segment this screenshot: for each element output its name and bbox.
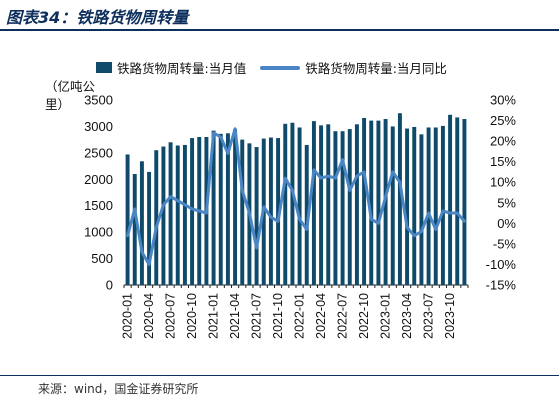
bar-2021-11 bbox=[283, 123, 288, 285]
y-left-tick-label: 500 bbox=[91, 251, 113, 266]
bar-2020-06 bbox=[161, 146, 166, 285]
bar-2020-09 bbox=[182, 144, 187, 285]
title-divider bbox=[0, 29, 559, 31]
y-right-tick-label: 5% bbox=[497, 195, 516, 210]
bar-2021-10 bbox=[276, 138, 281, 285]
y-left-tick-label: 3000 bbox=[84, 119, 113, 134]
bar-2022-07 bbox=[340, 131, 345, 285]
y-left-tick-label: 2500 bbox=[84, 145, 113, 160]
bar-series bbox=[125, 113, 467, 286]
bar-2021-02 bbox=[218, 133, 223, 285]
bar-2022-04 bbox=[319, 125, 324, 286]
y-right-tick-label: 30% bbox=[490, 93, 516, 108]
bar-2022-06 bbox=[333, 131, 338, 285]
yoy-line bbox=[126, 127, 466, 266]
bar-2021-01 bbox=[211, 130, 216, 285]
bar-2022-01 bbox=[297, 127, 302, 286]
legend-swatch-line bbox=[260, 65, 301, 70]
legend-label-bar: 铁路货物周转量:当月值 bbox=[117, 61, 247, 76]
bar-2020-03 bbox=[139, 161, 144, 285]
bar-2023-07 bbox=[426, 127, 431, 286]
bar-2023-08 bbox=[433, 127, 438, 286]
x-tick-label: 2022-10 bbox=[357, 293, 371, 339]
x-tick-label: 2021-07 bbox=[250, 293, 264, 339]
x-tick-label: 2020-07 bbox=[164, 293, 178, 339]
y-right-tick-label: 25% bbox=[490, 113, 516, 128]
x-tick-label: 2022-01 bbox=[293, 293, 307, 339]
x-tick-label: 2020-04 bbox=[142, 293, 156, 339]
y-left-tick-label: 3500 bbox=[84, 93, 113, 108]
bar-2023-06 bbox=[419, 134, 424, 285]
x-tick-label: 2021-04 bbox=[228, 293, 242, 339]
bar-2023-03 bbox=[397, 113, 402, 286]
bar-2023-10 bbox=[448, 114, 453, 285]
x-tick-label: 2022-04 bbox=[314, 293, 328, 339]
y-right-tick-label: -10% bbox=[486, 257, 517, 272]
bar-2020-04 bbox=[147, 171, 152, 285]
legend-item-bar: 铁路货物周转量:当月值 bbox=[96, 58, 246, 77]
bar-2020-05 bbox=[154, 150, 159, 285]
bar-2020-01 bbox=[125, 154, 130, 285]
bar-2021-12 bbox=[290, 122, 295, 285]
y-left-tick-label: 1000 bbox=[84, 225, 113, 240]
bar-2023-05 bbox=[412, 126, 417, 286]
tick-labels: 0 500 1000 1500 2000 2500 3000 3500 -15% -10% -5% 0… bbox=[84, 93, 516, 339]
y-right-tick-label: -15% bbox=[486, 278, 517, 293]
chart-svg: 0 500 1000 1500 2000 2500 3000 3500 -15% -10% -5% 0… bbox=[84, 93, 516, 339]
legend-swatch-bar bbox=[96, 62, 112, 73]
x-tick-label: 2023-04 bbox=[400, 293, 414, 339]
y-left-tick-label: 0 bbox=[106, 278, 113, 293]
bar-2020-10 bbox=[190, 138, 195, 285]
bar-2023-02 bbox=[390, 126, 395, 286]
bar-2023-09 bbox=[440, 125, 445, 286]
y-right-tick-label: 15% bbox=[490, 154, 516, 169]
x-tick-label: 2023-07 bbox=[422, 293, 436, 339]
legend-item-line: 铁路货物周转量:当月同比 bbox=[260, 58, 447, 77]
x-tick-label: 2021-10 bbox=[271, 293, 285, 339]
bar-2023-12 bbox=[462, 119, 467, 285]
source-note: 来源：wind，国金证券研究所 bbox=[38, 382, 199, 396]
bar-2023-04 bbox=[405, 128, 410, 285]
bar-2022-09 bbox=[354, 124, 359, 285]
x-tick-label: 2021-01 bbox=[207, 293, 221, 339]
bar-2023-11 bbox=[455, 117, 460, 285]
y-right-tick-label: 0% bbox=[497, 216, 516, 231]
bar-2020-02 bbox=[132, 174, 137, 285]
source-divider bbox=[0, 375, 559, 376]
bar-2022-10 bbox=[362, 117, 367, 285]
x-tick-label: 2020-10 bbox=[185, 293, 199, 339]
x-tick-label: 2023-10 bbox=[443, 293, 457, 339]
bar-2022-05 bbox=[326, 124, 331, 285]
legend-label-line: 铁路货物周转量:当月同比 bbox=[305, 61, 447, 76]
y-right-tick-label: -5% bbox=[493, 236, 517, 251]
y-left-tick-label: 2000 bbox=[84, 172, 113, 187]
bar-2021-04 bbox=[233, 129, 238, 285]
bar-2022-08 bbox=[347, 129, 352, 285]
bar-2021-03 bbox=[225, 133, 230, 285]
chart-legend: 铁路货物周转量:当月值 铁路货物周转量:当月同比 bbox=[96, 58, 461, 77]
bar-2022-12 bbox=[376, 120, 381, 285]
bar-2020-07 bbox=[168, 142, 173, 285]
bar-2022-02 bbox=[304, 144, 309, 285]
bar-2020-08 bbox=[175, 145, 180, 285]
figure-title: 图表34：铁路货物周转量 bbox=[6, 8, 189, 27]
bar-2022-11 bbox=[369, 120, 374, 285]
bar-2021-05 bbox=[240, 139, 245, 285]
x-tick-label: 2020-01 bbox=[121, 293, 135, 339]
bar-2022-03 bbox=[311, 121, 316, 285]
y-right-tick-label: 10% bbox=[490, 175, 516, 190]
x-tick-label: 2023-01 bbox=[379, 293, 393, 339]
y-axis-unit-label: （亿吨公 里） bbox=[45, 79, 96, 112]
bar-2021-09 bbox=[268, 137, 273, 285]
y-left-tick-label: 1500 bbox=[84, 198, 113, 213]
chart-axes bbox=[123, 284, 469, 288]
bar-2021-07 bbox=[254, 147, 259, 285]
y-right-tick-label: 20% bbox=[490, 134, 516, 149]
line-series bbox=[126, 127, 466, 266]
x-tick-label: 2022-07 bbox=[336, 293, 350, 339]
